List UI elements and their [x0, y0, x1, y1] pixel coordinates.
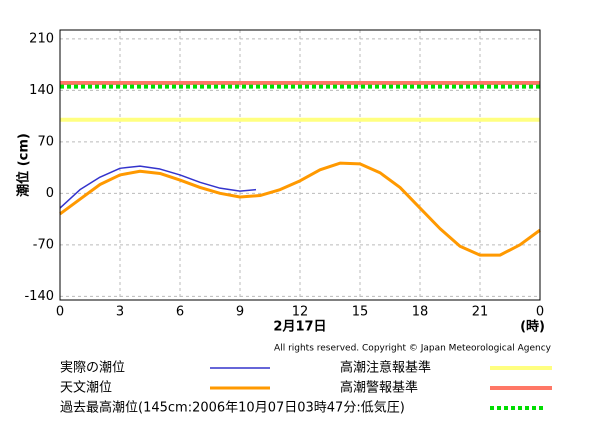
- plot-frame: [59, 29, 541, 301]
- x-tick-label: 6: [176, 305, 184, 320]
- legend-label: 天文潮位: [60, 381, 112, 396]
- x-axis-label: 2月17日: [273, 320, 326, 335]
- y-tick-label: 70: [37, 134, 54, 149]
- y-tick-label: 140: [29, 83, 54, 98]
- tide-line: [59, 165, 257, 209]
- copyright: All rights reserved. Copyright © Japan M…: [274, 344, 552, 354]
- y-tick-label: -140: [24, 289, 54, 304]
- x-tick-label: 18: [412, 305, 429, 320]
- x-tick-label: 3: [116, 305, 124, 320]
- legend-label: 過去最高潮位(145cm:2006年10月07日03時47分:低気圧): [60, 400, 405, 416]
- y-tick-label: 0: [46, 186, 54, 201]
- x-axis-unit: (時): [520, 319, 545, 335]
- legend-label: 実際の潮位: [60, 360, 125, 376]
- x-tick-label: 0: [536, 305, 544, 320]
- x-tick-label: 9: [236, 305, 244, 320]
- x-tick-label: 12: [292, 305, 309, 320]
- tide-line: [59, 161, 541, 257]
- x-tick-label: 21: [472, 305, 489, 320]
- y-tick-label: 210: [29, 31, 54, 46]
- x-tick-label: 15: [352, 305, 369, 320]
- legend-label: 高潮注意報基準: [340, 360, 431, 376]
- y-axis-label: 潮位 (cm): [16, 133, 32, 197]
- legend-label: 高潮警報基準: [340, 380, 418, 396]
- y-tick-label: -70: [33, 237, 54, 252]
- x-tick-label: 0: [56, 305, 64, 320]
